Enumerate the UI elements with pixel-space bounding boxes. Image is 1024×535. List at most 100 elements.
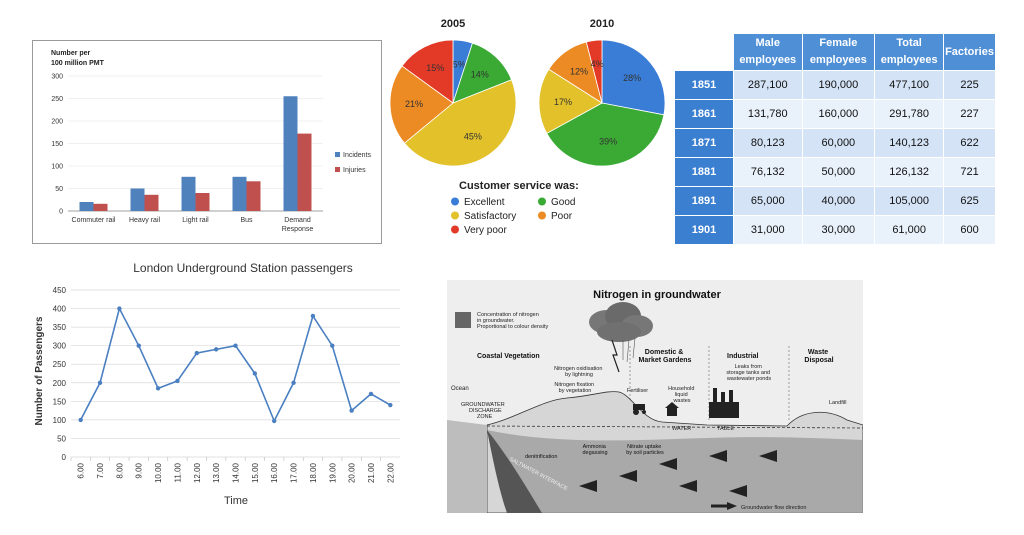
pie-2005-slice-satisfactory [403, 79, 517, 167]
label-household-line1: Household [668, 386, 694, 392]
line-point [291, 380, 296, 385]
table-corner-cell [675, 34, 733, 70]
line-y-tick-label: 450 [53, 286, 67, 295]
line-point [388, 402, 393, 408]
label-fixation-line1: Nitrogen fixation [554, 382, 594, 388]
label-leaks: Leaks from storage tanks and wastewater … [726, 364, 772, 382]
line-x-tick-label: 12.00 [193, 462, 202, 483]
bar-incidents [283, 96, 298, 211]
table-cell: 287,100 [734, 71, 802, 99]
line-y-axis-label: Number of Passengers [34, 316, 45, 425]
concentration-key-swatch [455, 312, 471, 328]
line-point [368, 391, 374, 397]
pie-2005-label: 5% [453, 59, 466, 69]
zone-waste-line1: Waste [808, 349, 828, 356]
line-point [175, 378, 180, 384]
employment-table-panel: Male employees Female employees Total em… [674, 33, 996, 245]
table-row-year: 1861 [675, 100, 733, 128]
table-cell: 105,000 [875, 187, 944, 215]
pie-legend-label: Good [551, 197, 575, 208]
line-point [233, 343, 238, 348]
table-cell: 477,100 [875, 71, 944, 99]
pie-2005-slice-poor [389, 65, 454, 144]
label-household-line2: liquid [675, 392, 688, 398]
line-x-tick-label: 16.00 [270, 462, 279, 483]
pie-legend-dot-poor [538, 211, 546, 220]
pie-2005-label: 15% [426, 63, 444, 73]
table-header-total: Total employees [875, 34, 944, 70]
line-x-tick-label: 13.00 [212, 462, 221, 483]
zone-waste-line2: Disposal [804, 357, 833, 364]
bar-y-axis-label-line1: Number per [51, 50, 91, 57]
line-x-tick-label: 19.00 [328, 462, 337, 483]
label-oxidisation: Nitrogen oxidisation by lightning [554, 366, 604, 378]
label-denitrification: denitrification [525, 454, 557, 460]
label-discharge-line2: DISCHARGE [469, 408, 502, 414]
line-x-tick-label: 15.00 [251, 462, 260, 483]
table-cell: 140,123 [875, 129, 944, 157]
pie-legend-dot-good [538, 197, 546, 206]
table-cell: 291,780 [875, 100, 944, 128]
label-leaks-line3: wastewater ponds [726, 376, 772, 382]
label-uptake-line1: Nitrate uptake [627, 444, 661, 450]
table-row: 1891 65,000 40,000 105,000 625 [675, 187, 995, 215]
bar-incidents [181, 176, 196, 211]
bar-y-tick-label: 50 [55, 186, 63, 193]
line-x-tick-label: 10.00 [154, 462, 163, 483]
table-cell: 60,000 [802, 129, 875, 157]
tractor-icon [633, 404, 646, 415]
label-ammonia-line1: Ammonia [583, 444, 607, 450]
line-point [349, 408, 354, 413]
bar-legend-label: Injuries [343, 167, 366, 174]
table-row-year: 1891 [675, 187, 733, 215]
pie-legend-dot-very-poor [451, 225, 459, 234]
line-x-tick-label: 7.00 [96, 462, 105, 478]
zone-waste-disposal: Waste Disposal [804, 349, 833, 364]
pie-legend-label: Very poor [464, 225, 507, 236]
pie-legend-title: Customer service was: [459, 180, 579, 192]
line-x-tick-label: 11.00 [173, 462, 182, 482]
bar-x-tick-label: Heavy rail [129, 217, 161, 224]
label-landfill: Landfill [829, 400, 846, 406]
line-point [272, 418, 277, 424]
label-uptake-line2: by soil particles [626, 450, 664, 456]
pie-legend-label: Satisfactory [464, 211, 516, 222]
label-ammonia: Ammonia degassing [582, 444, 607, 456]
line-y-tick-label: 100 [53, 416, 67, 425]
pie-2005-label: 14% [471, 70, 489, 80]
key-text-line3: Proportional to colour density [477, 324, 548, 330]
table-row-year: 1901 [675, 216, 733, 244]
line-point [97, 380, 103, 385]
bar-injuries [195, 193, 210, 211]
bar-injuries [297, 133, 312, 211]
label-oxidisation-line2: by lightning [565, 372, 593, 378]
bar-y-tick-label: 100 [51, 164, 63, 171]
line-x-tick-label: 9.00 [135, 462, 144, 478]
bar-chart-panel: Number per 100 million PMT 0 50 100 150 200 2… [32, 40, 382, 244]
table-cell: 625 [944, 187, 995, 215]
bar-incidents [232, 176, 247, 211]
pie-charts-panel: 2005 2010 5% 14% 45% 21% 15% 28% 39% 17% 12% 4% … [383, 10, 673, 250]
label-ammonia-line2: degassing [582, 450, 607, 456]
pie-2010-label: 12% [570, 66, 588, 76]
table-cell: 131,780 [734, 100, 802, 128]
water-table-line [486, 425, 864, 429]
table-cell: 80,123 [734, 129, 802, 157]
pie-2010-label: 28% [623, 73, 641, 83]
pie-2010-label: 39% [599, 137, 617, 147]
saltwater-wedge [487, 430, 542, 513]
employment-table: Male employees Female employees Total em… [674, 33, 996, 245]
table-cell: 190,000 [802, 71, 875, 99]
diagram-title: Nitrogen in groundwater [593, 289, 721, 301]
label-leaks-line1: Leaks from [735, 364, 763, 370]
pie-charts: 2005 2010 5%14%45%21%15% 28%39%17%12%4% … [389, 18, 666, 236]
pie-legend-dot-satisfactory [451, 211, 459, 220]
table-row: 1871 80,123 60,000 140,123 622 [675, 129, 995, 157]
table-header-row: Male employees Female employees Total em… [675, 34, 995, 70]
table-header-male: Male employees [734, 34, 802, 70]
table-row: 1861 131,780 160,000 291,780 227 [675, 100, 995, 128]
table-cell: 126,132 [875, 158, 944, 186]
label-water: WATER [672, 426, 691, 432]
table-cell: 76,132 [734, 158, 802, 186]
pie-2010-slice-very-poor [585, 39, 603, 104]
